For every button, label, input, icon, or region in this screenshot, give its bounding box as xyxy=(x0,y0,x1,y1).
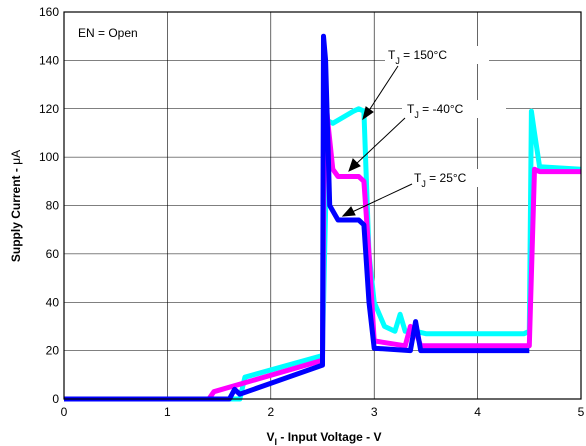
y-tick-labels: 0 20 40 60 80 100 120 140 160 xyxy=(39,5,59,406)
arrow-150 xyxy=(367,65,399,113)
svg-text:TJ = 25°C: TJ = 25°C xyxy=(414,171,467,189)
y-tick-label: 60 xyxy=(46,247,60,261)
arrow-25 xyxy=(349,183,413,214)
x-tick-label: 4 xyxy=(474,405,481,419)
y-tick-label: 140 xyxy=(39,53,59,67)
label-tj-25: TJ = 25°C xyxy=(410,169,506,189)
x-tick-label: 1 xyxy=(164,405,171,419)
x-axis-title: VI - Input Voltage - V xyxy=(267,430,382,446)
y-tick-label: 20 xyxy=(46,344,60,358)
label-tj-150: TJ = 150°C xyxy=(385,46,489,66)
x-tick-label: 0 xyxy=(61,405,68,419)
x-tick-label: 5 xyxy=(578,405,585,419)
series-lines xyxy=(64,33,582,402)
y-tick-label: 100 xyxy=(39,150,59,164)
arrow-minus40 xyxy=(354,117,406,166)
series-line-2 xyxy=(64,33,530,402)
svg-text:TJ = -40°C: TJ = -40°C xyxy=(407,102,464,120)
y-axis-title: Supply Current - μA xyxy=(9,150,23,262)
x-tick-label: 2 xyxy=(267,405,274,419)
plot-frame xyxy=(63,11,582,400)
y-tick-label: 80 xyxy=(46,199,60,213)
arrow-25-head xyxy=(341,206,356,217)
x-tick-labels: 0 1 2 3 4 5 xyxy=(61,405,585,419)
svg-text:TJ = 150°C: TJ = 150°C xyxy=(388,48,447,66)
label-arrows xyxy=(341,65,413,217)
annotation-text: EN = Open xyxy=(78,26,138,40)
y-tick-label: 0 xyxy=(52,392,59,406)
annotation-box: EN = Open xyxy=(72,21,166,45)
arrow-150-head xyxy=(362,106,374,121)
arrow-minus40-head xyxy=(348,158,361,172)
x-tick-label: 3 xyxy=(371,405,378,419)
y-tick-label: 120 xyxy=(39,102,59,116)
y-tick-label: 40 xyxy=(46,295,60,309)
y-tick-label: 160 xyxy=(39,5,59,19)
label-tj-minus40: TJ = -40°C xyxy=(402,100,506,120)
